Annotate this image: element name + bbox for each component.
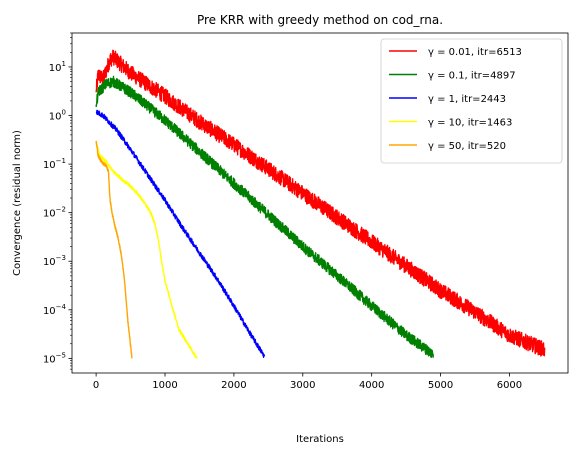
legend-frame: [380, 38, 563, 164]
y-tick-label: 10−2: [43, 206, 66, 220]
legend-label-4: γ = 50, itr=520: [428, 141, 506, 152]
x-tick-label: 3000: [290, 380, 315, 391]
x-tick-label: 0: [93, 380, 99, 391]
series-line-0: [95, 49, 546, 357]
legend: γ = 0.01, itr=6513 γ = 0.1, itr=4897 γ = 1…: [380, 38, 563, 164]
legend-label-1: γ = 0.1, itr=4897: [428, 71, 516, 82]
x-tick-label: 4000: [359, 380, 384, 391]
y-tick-label: 101: [49, 60, 66, 74]
x-tick-label: 5000: [428, 380, 453, 391]
x-tick-label: 6000: [497, 380, 522, 391]
x-axis-label: Iterations: [296, 434, 344, 445]
plot-frame: [71, 32, 569, 374]
series-line-4: [95, 140, 133, 359]
x-axis: 0 1000 2000 3000 4000 5000 6000: [93, 373, 522, 391]
y-tick-label: 10−1: [43, 157, 66, 171]
y-tick-label: 10−4: [43, 303, 67, 317]
series-line-1: [95, 75, 435, 358]
y-tick-label: 10−5: [43, 351, 66, 365]
x-tick-label: 2000: [221, 380, 246, 391]
series-line-3: [95, 140, 198, 359]
x-tick-label: 1000: [152, 380, 177, 391]
series-layer: [95, 49, 546, 359]
y-axis-label: Convergence (residual norm): [12, 130, 23, 276]
y-tick-label: 10−3: [43, 254, 66, 268]
y-tick-label: 100: [49, 109, 66, 123]
legend-label-2: γ = 1, itr=2443: [428, 94, 506, 105]
legend-label-0: γ = 0.01, itr=6513: [428, 47, 522, 58]
series-line-2: [95, 109, 266, 358]
chart-title: Pre KRR with greedy method on cod_rna.: [197, 13, 443, 27]
y-axis: 10−5 10−4 10−3 10−2 10−1 100 101: [43, 32, 72, 370]
legend-label-3: γ = 10, itr=1463: [428, 118, 512, 129]
